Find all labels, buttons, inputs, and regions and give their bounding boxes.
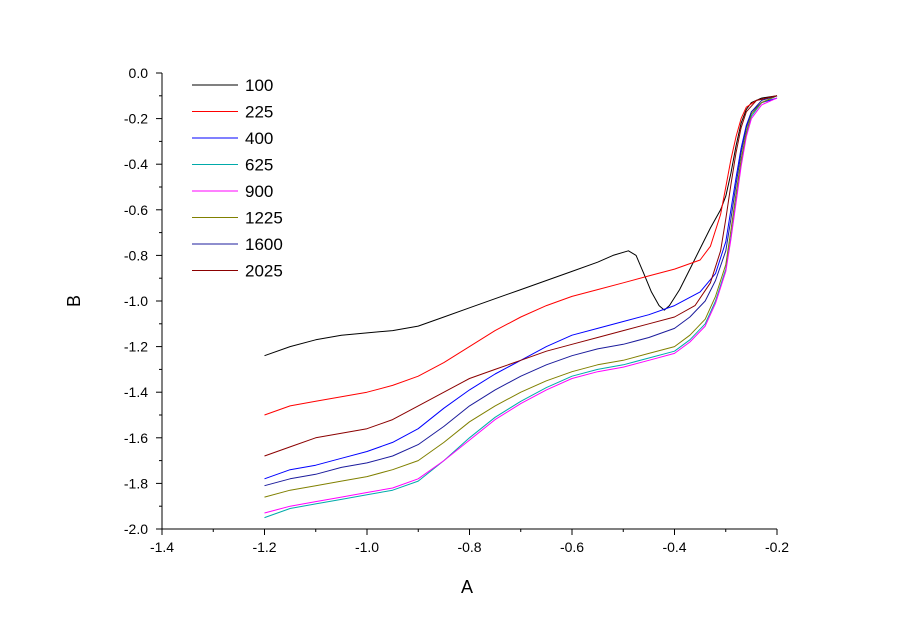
x-tick-label: -1.0 [355,539,379,555]
y-tick-label: -0.4 [124,156,148,172]
legend-label-2025: 2025 [245,262,283,281]
y-tick-label: -0.8 [124,247,148,263]
ticks [156,72,778,535]
series-line-225 [264,95,778,416]
y-tick-label: 0.0 [129,65,149,81]
x-tick-label: -0.6 [560,539,584,555]
x-tick-label: -0.2 [765,539,789,555]
tick-labels: -1.4 -1.2 -1.0 -0.8 -0.6 -0.4 -0.2 0.0 -0.2 -0.4 -… [124,65,789,555]
legend: 100 225 400 625 900 1225 1600 2025 [192,76,283,281]
y-tick-label: -1.4 [124,384,148,400]
y-axis-title: B [64,295,84,307]
x-tick-label: -0.4 [662,539,686,555]
y-tick-label: -1.0 [124,293,148,309]
legend-label-625: 625 [245,156,273,175]
x-axis-title: A [461,577,473,597]
legend-label-400: 400 [245,129,273,148]
y-tick-label: -0.2 [124,111,148,127]
legend-label-100: 100 [245,76,273,95]
series-line-2025 [264,95,778,457]
y-tick-label: -1.2 [124,339,148,355]
y-tick-label: -0.6 [124,202,148,218]
legend-label-225: 225 [245,103,273,122]
plot-lines [264,95,778,519]
y-tick-label: -2.0 [124,521,148,537]
legend-label-1225: 1225 [245,209,283,228]
y-tick-label: -1.8 [124,475,148,491]
x-tick-label: -0.8 [457,539,481,555]
x-tick-label: -1.4 [150,539,174,555]
legend-label-1600: 1600 [245,235,283,254]
x-tick-label: -1.2 [252,539,276,555]
series-line-1225 [264,95,778,498]
series-line-1600 [264,95,778,487]
series-line-400 [264,97,778,480]
y-tick-label: -1.6 [124,430,148,446]
legend-label-900: 900 [245,182,273,201]
series-line-900 [264,97,778,514]
series-line-100 [264,95,778,357]
